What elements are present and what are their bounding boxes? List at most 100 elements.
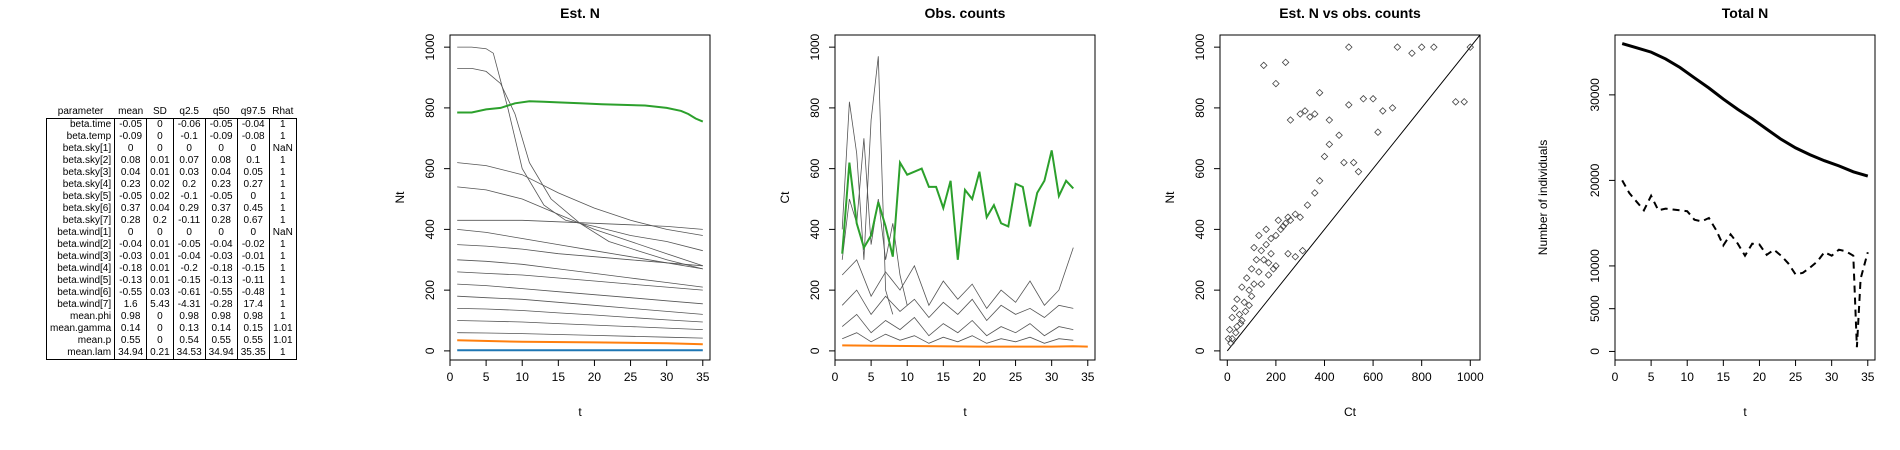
scatter-point [1257,246,1266,255]
table-cell: -0.03 [204,251,238,263]
x-axis-label: t [578,405,582,419]
table-cell: 0 [146,323,174,335]
y-tick-label: 0 [1588,348,1602,355]
background-series-line [457,229,703,270]
table-cell: 0 [114,227,147,239]
table-cell: -0.15 [172,275,206,287]
table-cell: 0.04 [114,167,147,179]
y-axis-label: Nt [1163,191,1177,204]
highlight-series-line [841,150,1075,260]
x-tick-label: 15 [937,370,951,384]
scatter-point [1374,128,1382,136]
table-cell: -0.55 [114,287,147,299]
table-header-cell: Rhat [272,106,294,117]
table-cell: 0.67 [236,215,270,227]
background-series-line [841,313,1074,337]
table-cell: -0.02 [236,239,270,251]
scatter-point [1325,140,1334,149]
table-cell: 0.01 [146,167,174,179]
scatter-point [1279,222,1287,231]
y-tick-label: 10000 [1588,249,1602,283]
y-tick-label: 200 [808,280,822,300]
table-header-cell: mean [118,106,144,117]
table-cell: 0 [146,131,174,143]
table-cell: -4.31 [172,299,206,311]
scatter-point [1296,110,1304,118]
table-row: beta.sky[4] 0.23 0.02 0.2 0.23 0.27 1 [45,179,297,191]
x-tick-label: 30 [1045,370,1059,384]
table-cell: 0.98 [114,311,147,323]
table-cell: 0.02 [146,179,174,191]
table-cell: 0.45 [236,203,270,215]
table-cell: 0.2 [146,215,174,227]
table-cell: beta.time [45,118,115,131]
table-cell: 34.94 [204,347,238,360]
scatter-point [1267,249,1275,258]
table-row: beta.time -0.05 0 -0.06 -0.05 -0.04 1 [45,118,297,131]
table-cell: -0.18 [114,263,147,275]
table-cell: mean.gamma [45,323,115,335]
table-cell: -0.11 [172,215,206,227]
y-tick-label: 200 [423,280,437,300]
x-tick-label: 35 [696,370,710,384]
y-tick-label: 600 [423,158,437,178]
table-cell: -0.05 [204,118,238,131]
scatter-point [1267,234,1275,243]
scatter-point [1430,43,1438,51]
scatter-point [1325,116,1334,124]
table-cell: 0 [146,143,174,155]
scatter-point [1274,216,1283,225]
table-cell: -0.09 [114,131,147,143]
table-cell: 1 [268,263,297,275]
chart-total-n: Total N t Number of individuals 0 5 10 15 20 25 3… [1536,5,1876,419]
table-cell: -0.13 [204,275,238,287]
table-cell: 0.07 [172,155,206,167]
table-cell: 1 [268,203,297,215]
x-tick-label: 800 [1412,370,1432,384]
table-header-cell: q2.5 [179,106,199,117]
table-cell: 0 [204,227,238,239]
table-cell: beta.sky[5] [45,191,115,203]
scatter-point [1247,265,1256,273]
table-row: beta.sky[7] 0.28 0.2 -0.11 0.28 0.67 1 [45,215,297,227]
reference-line [1226,35,1480,352]
x-tick-label: 0 [1612,370,1619,384]
table-cell: mean.lam [45,347,115,360]
scatter-point [1281,58,1290,67]
scatter-point [1272,262,1280,270]
table-cell: 0 [146,311,174,323]
background-series-line [841,289,1074,322]
scatter-point [1315,177,1324,185]
y-tick-label: 0 [1193,347,1207,354]
background-series-line [457,46,703,252]
background-series-line [841,247,1074,310]
x-tick-label: 15 [1717,370,1731,384]
table-cell: 0 [146,118,174,131]
scatter-point [1247,292,1256,300]
table-row: beta.wind[3] -0.03 0.01 -0.04 -0.03 -0.01 1 [45,251,297,263]
scatter-point [1272,231,1280,240]
table-row: beta.sky[3] 0.04 0.01 0.03 0.04 0.05 1 [45,167,297,179]
table-cell: 0.02 [146,191,174,203]
chart-title: Est. N [560,5,600,21]
solid-series-line [1621,42,1869,178]
scatter-point [1241,307,1250,316]
scatter-point [1264,271,1273,279]
x-tick-label: 15 [552,370,566,384]
table-cell: -0.03 [114,251,147,263]
plot-area [1621,42,1869,348]
scatter-point [1262,240,1270,249]
table-cell: 0 [172,227,206,239]
scatter-point [1315,88,1324,97]
background-series-line [457,219,703,230]
table-cell: -0.28 [204,299,238,311]
table-cell: 35.35 [236,347,270,360]
table-cell: 0.03 [172,167,206,179]
summary-table: parameter mean SD q2.5 q50 q97.5 Rhat beta.tim… [45,106,297,360]
scatter-point [1379,107,1387,115]
table-cell: 1 [268,191,297,203]
background-series-line [457,308,703,323]
plot-frame [1614,34,1876,361]
x-axis-label: t [963,405,967,419]
table-cell: 0.55 [236,335,270,347]
